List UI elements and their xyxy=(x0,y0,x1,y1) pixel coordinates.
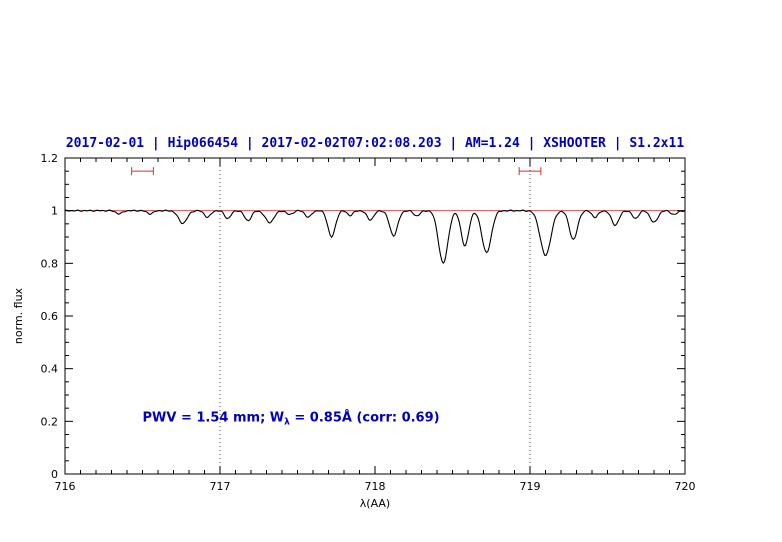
y-tick-label: 0.4 xyxy=(41,363,59,376)
x-tick-label: 720 xyxy=(675,480,696,493)
y-axis-label: norm. flux xyxy=(12,287,25,344)
plot-frame xyxy=(64,157,686,475)
y-tick-label: 0.6 xyxy=(41,310,59,323)
x-tick-label: 717 xyxy=(210,480,231,493)
y-tick-label: 1.2 xyxy=(41,152,59,165)
annotation-text: PWV = 1.54 mm; Wλ = 0.85Å (corr: 0.69) xyxy=(143,409,440,427)
x-tick-label: 716 xyxy=(55,480,76,493)
y-tick-label: 0.8 xyxy=(41,257,59,270)
x-tick-label: 719 xyxy=(520,480,541,493)
y-tick-label: 1 xyxy=(51,205,58,218)
spectrum-path xyxy=(64,209,686,265)
x-tick-label: 718 xyxy=(365,480,386,493)
x-axis-label: λ(AA) xyxy=(360,497,390,510)
y-tick-label: 0.2 xyxy=(41,415,59,428)
y-tick-label: 0 xyxy=(51,468,58,481)
plot-title: 2017-02-01 | Hip066454 | 2017-02-02T07:0… xyxy=(65,136,685,151)
